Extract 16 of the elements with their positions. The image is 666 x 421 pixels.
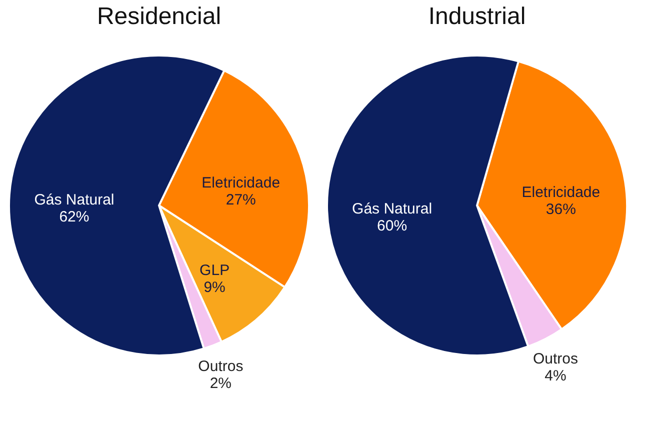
slice-label: Outros <box>533 350 578 368</box>
data-label: 62% <box>59 208 90 226</box>
data-label: 9% <box>204 278 226 296</box>
slice-label: Eletricidade <box>522 184 600 201</box>
slice-label: Outros <box>198 358 244 376</box>
slice-label: GLP <box>200 262 230 279</box>
data-label: 27% <box>226 192 256 209</box>
chart-title: Residencial <box>96 3 222 30</box>
slice-label: Eletricidade <box>202 174 280 192</box>
data-label: 4% <box>544 368 566 385</box>
data-label: 2% <box>210 375 232 392</box>
chart-title: Industrial <box>428 3 526 30</box>
slice-label: Gás Natural <box>352 200 432 218</box>
data-label: 36% <box>546 200 576 218</box>
data-label: 60% <box>377 217 408 234</box>
slice-label: Gás Natural <box>34 191 114 208</box>
